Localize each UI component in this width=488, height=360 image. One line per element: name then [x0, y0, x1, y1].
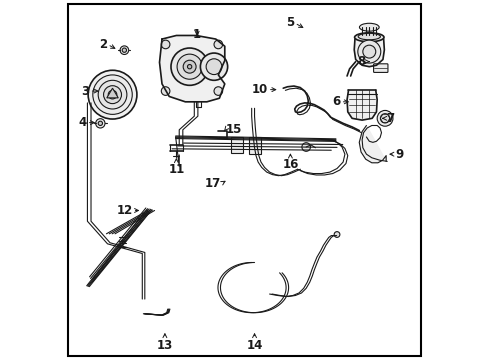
Circle shape	[200, 53, 227, 80]
Text: 2: 2	[99, 38, 107, 51]
FancyBboxPatch shape	[231, 136, 243, 153]
FancyBboxPatch shape	[249, 137, 261, 154]
Text: 11: 11	[168, 163, 184, 176]
Circle shape	[93, 75, 132, 114]
FancyBboxPatch shape	[373, 64, 387, 72]
Circle shape	[333, 231, 339, 237]
Text: 10: 10	[251, 83, 267, 96]
Ellipse shape	[357, 33, 380, 40]
Circle shape	[122, 48, 126, 52]
Text: 4: 4	[78, 116, 86, 129]
Text: 6: 6	[332, 95, 340, 108]
Circle shape	[171, 48, 208, 85]
Circle shape	[161, 40, 169, 49]
Circle shape	[98, 121, 102, 126]
Circle shape	[357, 40, 380, 63]
Text: 8: 8	[357, 55, 365, 68]
Circle shape	[183, 60, 196, 73]
Polygon shape	[159, 36, 224, 102]
Text: 15: 15	[225, 122, 242, 136]
Text: 17: 17	[204, 177, 221, 190]
Circle shape	[103, 86, 121, 104]
Circle shape	[161, 87, 169, 95]
Circle shape	[108, 90, 117, 99]
Circle shape	[214, 40, 222, 49]
Ellipse shape	[359, 23, 378, 31]
Polygon shape	[346, 90, 376, 120]
Circle shape	[362, 45, 375, 58]
Polygon shape	[106, 88, 118, 98]
Circle shape	[380, 114, 389, 123]
Circle shape	[177, 54, 202, 79]
Circle shape	[120, 46, 128, 54]
Text: 1: 1	[193, 28, 201, 41]
Circle shape	[376, 111, 392, 126]
Circle shape	[214, 87, 222, 95]
Text: 7: 7	[386, 112, 393, 125]
Text: 13: 13	[157, 338, 173, 351]
Polygon shape	[359, 126, 386, 163]
Circle shape	[301, 143, 310, 151]
Text: 12: 12	[116, 204, 132, 217]
Text: 3: 3	[81, 85, 89, 98]
Circle shape	[88, 70, 137, 119]
Text: 16: 16	[282, 158, 298, 171]
Polygon shape	[353, 39, 384, 67]
Circle shape	[206, 59, 222, 75]
Ellipse shape	[354, 33, 383, 42]
Circle shape	[98, 80, 126, 109]
Text: 9: 9	[394, 148, 403, 161]
Text: 14: 14	[246, 338, 262, 351]
Text: 5: 5	[286, 17, 294, 30]
Circle shape	[96, 119, 105, 128]
Circle shape	[187, 64, 191, 69]
